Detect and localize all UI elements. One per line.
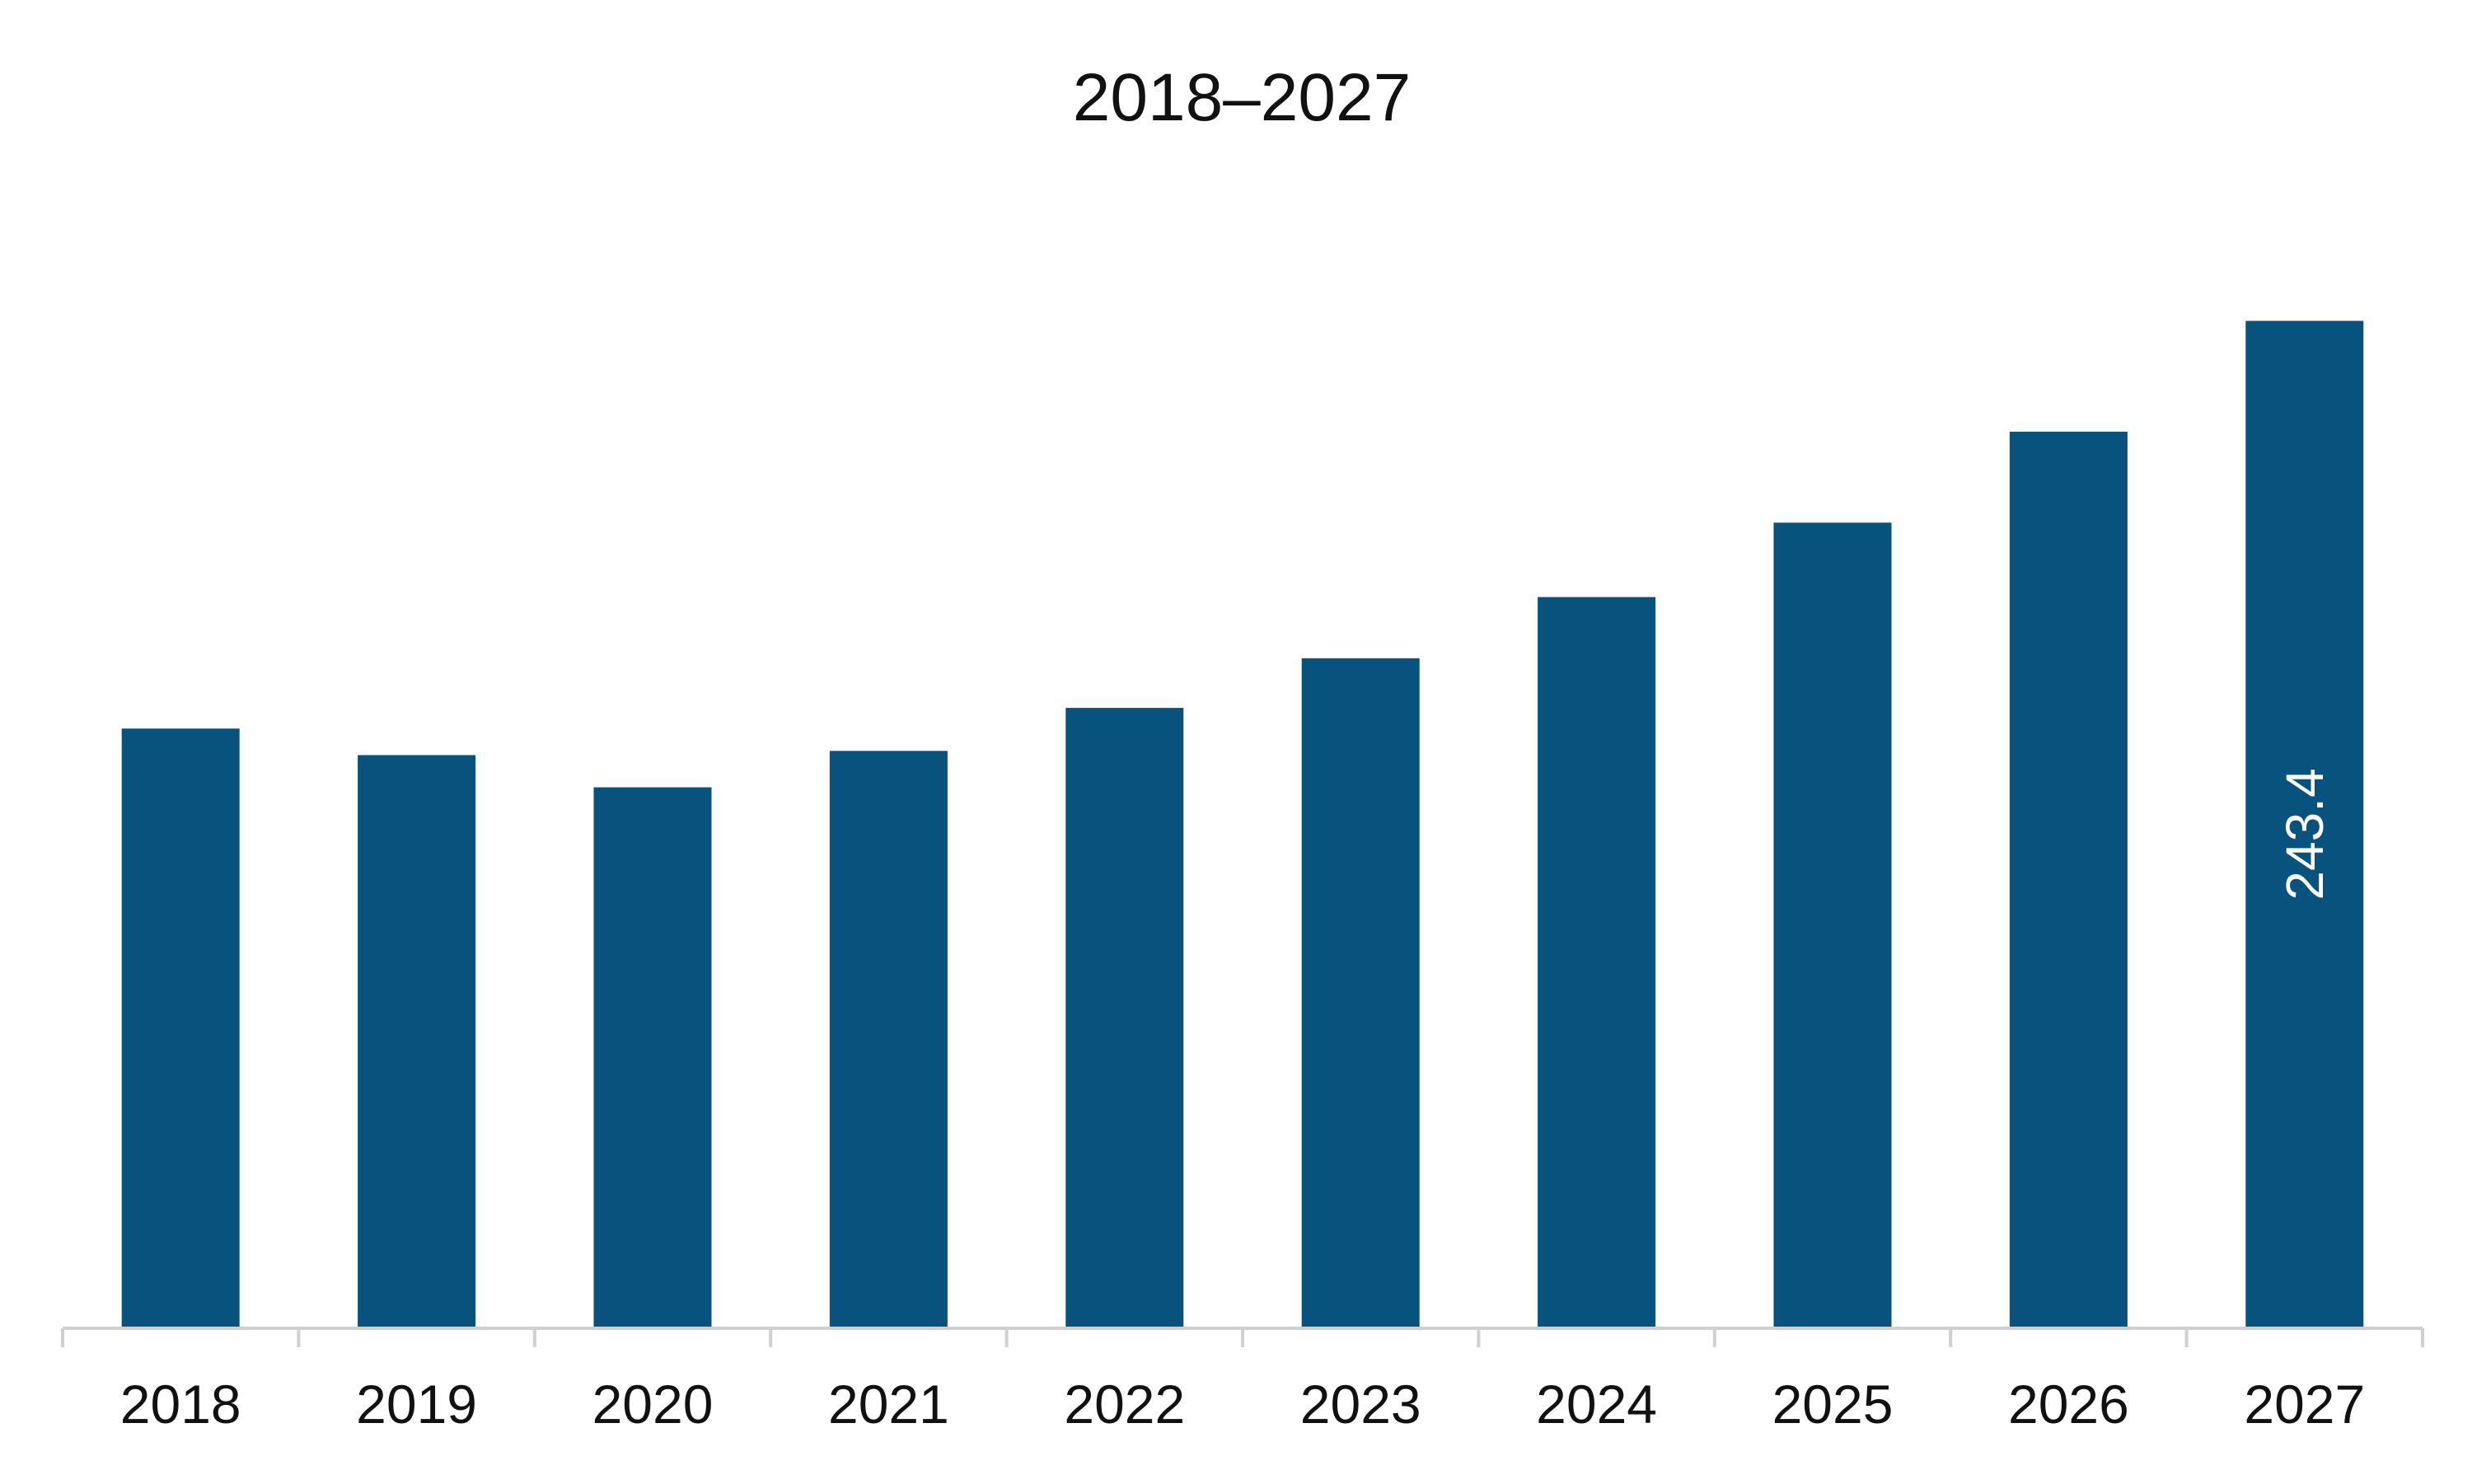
x-axis xyxy=(61,1327,2424,1347)
chart-title: 2018–2027 xyxy=(1073,60,1411,135)
x-tick-label-2022: 2022 xyxy=(1064,1374,1185,1435)
bar-2019 xyxy=(358,755,476,1327)
bar-2022 xyxy=(1065,708,1184,1327)
x-tick-label-2025: 2025 xyxy=(1772,1374,1894,1435)
x-tick-label-2023: 2023 xyxy=(1300,1374,1421,1435)
bar-2026 xyxy=(2009,431,2128,1327)
bars-layer xyxy=(121,321,2364,1327)
bar-2023 xyxy=(1301,658,1420,1327)
x-tick-label-2019: 2019 xyxy=(356,1374,477,1435)
x-tick-label-2026: 2026 xyxy=(2008,1374,2129,1435)
bar-2020 xyxy=(593,787,712,1327)
bar-2021 xyxy=(829,751,948,1327)
x-tick-label-2027: 2027 xyxy=(2244,1374,2365,1435)
x-tick-label-2021: 2021 xyxy=(828,1374,949,1435)
x-tick-label-2020: 2020 xyxy=(592,1374,714,1435)
bar-2027 xyxy=(2245,321,2364,1327)
x-tick-labels: 2018 2019 2020 2021 2022 2023 2024 2025 2026 2027 xyxy=(120,1374,2365,1435)
x-tick-label-2024: 2024 xyxy=(1536,1374,1657,1435)
data-labels: 243.4 xyxy=(2275,768,2334,900)
bar-2024 xyxy=(1538,597,1656,1327)
bar-2025 xyxy=(1773,522,1892,1327)
x-tick-label-2018: 2018 xyxy=(120,1374,241,1435)
bar-2018 xyxy=(121,728,240,1327)
data-label-2027: 243.4 xyxy=(2275,768,2334,900)
